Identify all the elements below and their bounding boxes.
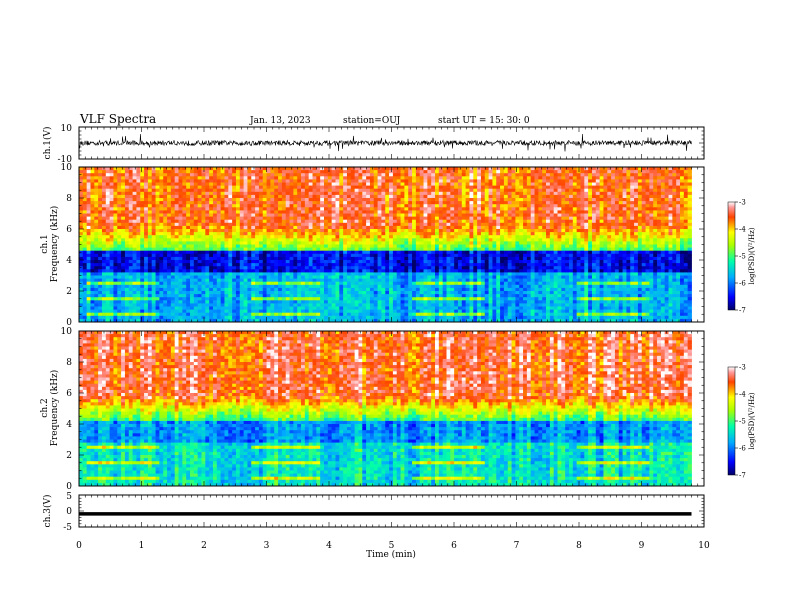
ch1-spectrogram-panel: 0 2 4 6 8 10 ch.1 Frequency (kHz) xyxy=(40,163,705,328)
y-tick-label: 4 xyxy=(66,420,72,430)
figure-title: VLF Spectra xyxy=(79,112,156,126)
colorbar-tick-label: -7 xyxy=(739,472,746,480)
header-station: station=OUJ xyxy=(343,116,401,126)
ch1-waveform-line xyxy=(78,133,692,152)
y-tick-label: 10 xyxy=(61,163,73,173)
ch1-ytick-top: 10 xyxy=(61,124,73,134)
colorbar-tick-label: -7 xyxy=(739,307,746,315)
y-tick-label: 0 xyxy=(66,318,72,328)
ch1-ytick-bottom: -10 xyxy=(58,155,73,165)
header-start-ut: start UT = 15: 30: 0 xyxy=(438,116,530,126)
colorbar-tick-label: -6 xyxy=(739,445,746,453)
y-tick-label: 0 xyxy=(66,482,72,492)
x-tick-label: 8 xyxy=(576,541,582,551)
ch1-waveform-panel: 10 -10 ch.1(V) xyxy=(42,124,705,165)
colorbar-tick-label: -3 xyxy=(739,364,746,372)
y-tick-label: 10 xyxy=(61,327,73,337)
ch1-spectrogram-ylabel-line2: Frequency (kHz) xyxy=(49,206,60,283)
y-tick-label: 8 xyxy=(66,194,72,204)
ch3-ytick-top: 5 xyxy=(66,492,72,502)
colorbar-tick-label: -4 xyxy=(739,391,746,399)
ch2-spectrogram-ylabel-line2: Frequency (kHz) xyxy=(49,370,60,447)
ch2-spectrogram-ylabel-line1: ch.2 xyxy=(40,398,50,417)
x-tick-label: 4 xyxy=(326,541,332,551)
x-tick-label: 2 xyxy=(201,541,207,551)
ch1-ylabel: ch.1(V) xyxy=(42,127,53,160)
ch1-colorbar-label: log(PSD)(V²/Hz) xyxy=(748,227,756,284)
header-date: Jan. 13, 2023 xyxy=(249,116,311,126)
x-tick-label: 0 xyxy=(76,541,82,551)
y-tick-label: 6 xyxy=(66,225,72,235)
ch2-spectrogram-panel: 0 2 4 6 8 10 ch.2 Frequency (kHz) xyxy=(40,327,705,492)
ch1-colorbar: -3 -4 -5 -6 -7 log(PSD)(V²/Hz) xyxy=(727,199,756,315)
y-tick-label: 2 xyxy=(66,287,72,297)
y-tick-label: 8 xyxy=(66,358,72,368)
x-tick-label: 3 xyxy=(264,541,270,551)
ch2-colorbar: -3 -4 -5 -6 -7 log(PSD)(V²/Hz) xyxy=(727,364,756,480)
ch3-ytick-bottom: -5 xyxy=(63,523,72,533)
x-tick-label: 5 xyxy=(389,541,395,551)
colorbar-tick-label: -6 xyxy=(739,280,746,288)
x-tick-label: 9 xyxy=(639,541,645,551)
y-tick-label: 2 xyxy=(66,451,72,461)
x-axis-label: Time (min) xyxy=(366,549,416,560)
x-tick-label: 1 xyxy=(139,541,145,551)
colorbar-tick-label: -3 xyxy=(739,199,746,207)
y-tick-label: 6 xyxy=(66,389,72,399)
x-tick-label: 6 xyxy=(451,541,457,551)
colorbar-tick-label: -5 xyxy=(739,253,746,261)
ch3-ytick-mid: 0 xyxy=(66,507,72,517)
colorbar-tick-label: -4 xyxy=(739,226,746,234)
colorbar-tick-label: -5 xyxy=(739,418,746,426)
x-tick-label: 10 xyxy=(698,541,710,551)
y-tick-label: 4 xyxy=(66,256,72,266)
ch3-waveform-panel: 5 0 -5 ch.3(V) xyxy=(42,492,705,533)
ch1-spectrogram-ylabel-line1: ch.1 xyxy=(40,234,50,253)
ch2-colorbar-label: log(PSD)(V²/Hz) xyxy=(748,392,756,449)
x-tick-label: 7 xyxy=(514,541,520,551)
ch3-ylabel: ch.3(V) xyxy=(42,495,53,528)
